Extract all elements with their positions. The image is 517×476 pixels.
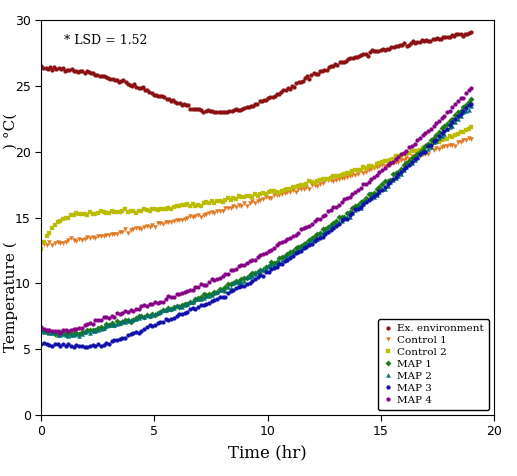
Line: Control 1: Control 1 (39, 136, 474, 248)
MAP 2 (279, 257, 285, 263)
X-axis label: Time (hr): Time (hr) (229, 444, 307, 461)
Text: * LSD = 1.52: * LSD = 1.52 (64, 34, 147, 47)
MAP 2 (163, 307, 169, 313)
MAP 4 (320, 213, 326, 218)
MAP 3 (128, 331, 134, 337)
Legend: Ex. environment, Control 1, Control 2, MAP 1, MAP 2, MAP 3, MAP 4: Ex. environment, Control 1, Control 2, M… (378, 319, 489, 410)
Control 2 (38, 246, 44, 252)
MAP 4 (468, 85, 475, 90)
MAP 1 (163, 307, 169, 313)
Control 2 (468, 124, 475, 130)
Control 1 (163, 219, 169, 225)
Control 2 (317, 177, 323, 183)
Control 1 (392, 159, 399, 165)
MAP 3 (279, 261, 285, 267)
MAP 3 (84, 344, 90, 349)
MAP 1 (392, 170, 399, 176)
Line: MAP 4: MAP 4 (39, 86, 474, 335)
MAP 4 (57, 330, 63, 336)
Text: Temperature (: Temperature ( (3, 241, 18, 352)
Text: ) °C(: ) °C( (3, 112, 18, 149)
Control 2 (390, 156, 396, 162)
MAP 1 (468, 96, 475, 102)
MAP 3 (392, 174, 399, 180)
Control 1 (43, 243, 50, 248)
Control 1 (466, 135, 472, 140)
MAP 1 (63, 332, 69, 337)
Ex. environment (118, 78, 125, 84)
MAP 4 (279, 239, 285, 245)
Ex. environment (55, 65, 62, 71)
MAP 4 (163, 296, 169, 302)
MAP 2 (468, 103, 475, 109)
MAP 2 (449, 123, 455, 129)
Line: Ex. environment: Ex. environment (39, 30, 474, 114)
Line: Control 2: Control 2 (39, 125, 474, 251)
Ex. environment (434, 35, 440, 40)
Control 1 (320, 180, 326, 186)
Control 2 (160, 206, 166, 212)
MAP 3 (320, 234, 326, 240)
MAP 3 (163, 317, 169, 322)
Ex. environment (153, 92, 159, 98)
MAP 1 (128, 319, 134, 325)
MAP 3 (468, 101, 475, 107)
MAP 4 (38, 324, 44, 330)
Control 1 (128, 227, 134, 233)
Control 1 (449, 142, 455, 148)
MAP 4 (128, 307, 134, 313)
MAP 4 (392, 157, 399, 162)
Ex. environment (449, 32, 455, 38)
Line: MAP 2: MAP 2 (39, 103, 474, 338)
Line: MAP 1: MAP 1 (39, 97, 474, 337)
MAP 2 (320, 230, 326, 236)
Control 1 (279, 191, 285, 197)
MAP 1 (449, 117, 455, 122)
MAP 1 (38, 327, 44, 333)
MAP 2 (128, 317, 134, 323)
MAP 2 (65, 333, 71, 339)
Ex. environment (64, 67, 70, 73)
Control 2 (125, 209, 131, 215)
MAP 3 (449, 119, 455, 124)
MAP 2 (392, 175, 399, 181)
Control 1 (38, 241, 44, 247)
MAP 3 (38, 341, 44, 347)
MAP 2 (38, 328, 44, 334)
Ex. environment (38, 63, 44, 69)
Ex. environment (468, 30, 475, 35)
MAP 1 (320, 227, 326, 232)
MAP 4 (449, 105, 455, 110)
Control 2 (447, 133, 453, 139)
Control 1 (468, 136, 475, 142)
Control 2 (276, 190, 282, 196)
MAP 1 (279, 255, 285, 260)
Line: MAP 3: MAP 3 (39, 102, 474, 348)
Ex. environment (224, 109, 230, 115)
